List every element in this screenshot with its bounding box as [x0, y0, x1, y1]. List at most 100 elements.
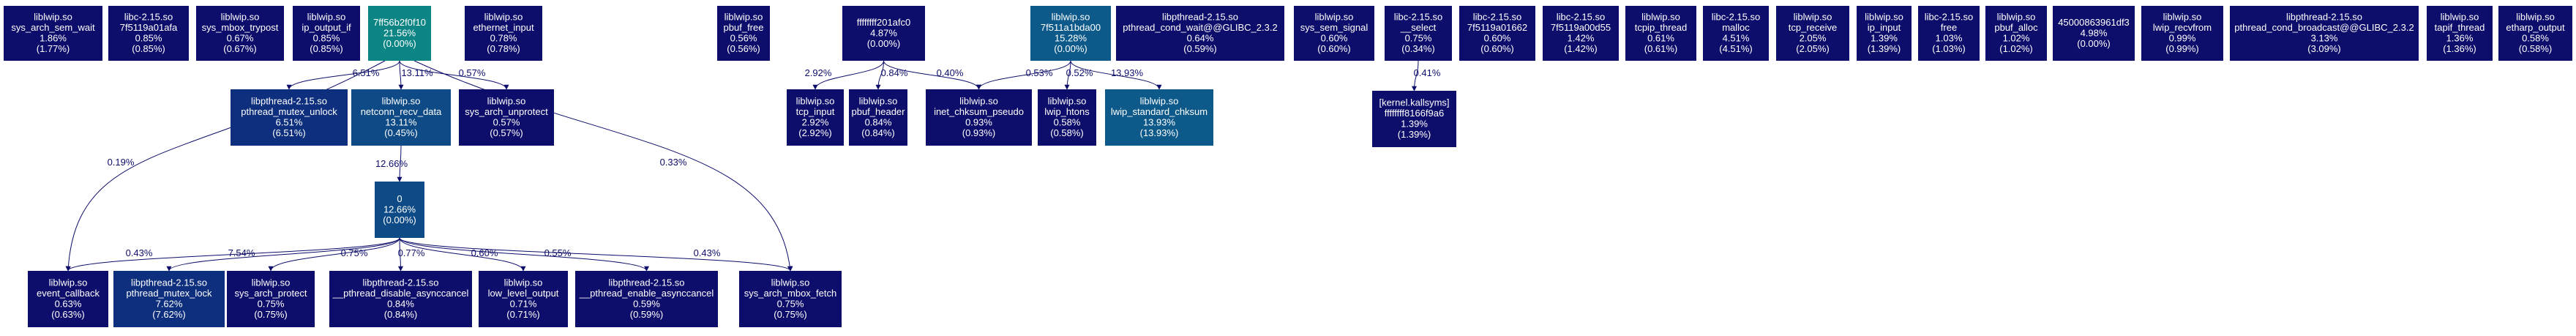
node-label-line: (0.60%)	[1317, 43, 1351, 54]
edge-7ff56b2f0-to-pthread-mutex-unlock: 6.51%	[286, 60, 400, 90]
node-label-line: 13.11%	[385, 117, 417, 128]
edge-label: 0.41%	[1414, 67, 1441, 78]
node-label-line: pbuf_alloc	[1994, 22, 2038, 33]
node-pthread-cond-broadcast: libpthread-2.15.sopthread_cond_broadcast…	[2230, 6, 2419, 61]
node-label-line: liblwip.so	[2441, 12, 2479, 23]
node-label-line: (3.09%)	[2307, 43, 2341, 54]
node-label-line: (1.03%)	[1932, 43, 1966, 54]
edge-line	[65, 237, 400, 272]
node-label-line: (0.85%)	[310, 43, 343, 54]
edge-7ff56b2f0-to-netconn-recv-data: 13.11%	[398, 60, 433, 90]
node-label-line: liblwip.so	[1048, 96, 1087, 107]
edge-line	[976, 60, 1071, 90]
node-kallsyms: [kernel.kallsyms]ffffffff8166f9a61.39%(1…	[1372, 91, 1456, 147]
node-label-line: 7ff56b2f0f10	[373, 17, 426, 28]
node-box	[329, 271, 472, 327]
node-label-line: 0.60%	[1321, 33, 1348, 44]
edge-label: 0.53%	[1026, 67, 1053, 78]
node-label-line: tapif_thread	[2435, 22, 2485, 33]
node-label-line: (0.61%)	[1644, 43, 1678, 54]
node-label-line: 0.60%	[1484, 33, 1511, 44]
node-box	[2427, 6, 2493, 61]
node-label-line: liblwip.so	[1997, 12, 2036, 23]
node-label-line: (0.71%)	[506, 309, 540, 320]
edge-zero-to-pthread-mutex-lock: 7.54%	[166, 237, 400, 272]
node-label-line: (0.58%)	[2519, 43, 2553, 54]
node-label-line: liblwip.so	[487, 96, 526, 107]
node-label-line: pthread_mutex_unlock	[241, 106, 337, 117]
node-box	[465, 6, 542, 61]
edge-line	[1412, 60, 1419, 92]
node-label-line: [kernel.kallsyms]	[1379, 97, 1449, 108]
edge-label: 0.57%	[459, 67, 486, 78]
node-box	[113, 271, 225, 327]
node-label-line: (13.93%)	[1140, 127, 1179, 138]
node-label-line: 7f5119a01662	[1467, 22, 1527, 33]
node-box	[1372, 91, 1456, 147]
node-label-line: ffffffff201afc0	[857, 17, 911, 28]
node-label-line: liblwip.so	[2163, 12, 2202, 23]
edge-7f511a1bda00-to-lwip-standard-chksum: 13.93%	[1070, 60, 1162, 90]
edge-7f511a1bda00-to-lwip-htons: 0.52%	[1064, 60, 1093, 90]
edge-zero-to-sys-arch-mbox-fetch: 0.43%	[399, 237, 793, 272]
edge-ffff201afc0-to-pbuf-header: 0.84%	[875, 60, 908, 90]
node-label-line: 7f511a1bda00	[1041, 22, 1101, 33]
node-label-line: (1.39%)	[1398, 129, 1431, 140]
node-box	[2498, 6, 2572, 61]
node-label-line: (0.67%)	[223, 43, 257, 54]
node-box	[1459, 6, 1535, 61]
node-label-line: libpthread-2.15.so	[362, 277, 438, 288]
node-box	[1985, 6, 2047, 61]
node-label-line: (4.51%)	[1719, 43, 1753, 54]
node-label-line: (0.00%)	[383, 38, 416, 49]
edge-line	[398, 60, 404, 90]
node-label-line: libc-2.15.so	[1557, 12, 1605, 23]
node-label-line: (0.56%)	[727, 43, 760, 54]
edge-zero-to-pthread-disable-asynccancel: 0.77%	[398, 237, 425, 272]
node-label-line: (1.36%)	[2443, 43, 2476, 54]
edge-line	[1070, 60, 1162, 90]
node-label-line: low_level_output	[488, 288, 559, 299]
node-label-line: (0.78%)	[487, 43, 520, 54]
node-box	[1857, 6, 1912, 61]
node-box	[1385, 6, 1452, 61]
node-label-line: libpthread-2.15.so	[1162, 12, 1238, 23]
node-label-line: (0.84%)	[384, 309, 418, 320]
node-box	[842, 6, 925, 61]
node-box	[1030, 6, 1111, 61]
node-label-line: 0.58%	[2522, 33, 2549, 44]
node-box	[108, 6, 189, 61]
node-label-line: 0.85%	[313, 33, 340, 44]
edge-7f511a1bda00-to-inet-chksum-pseudo: 0.53%	[976, 60, 1071, 90]
node-label-line: 0.93%	[965, 117, 992, 128]
node-label-line: ip_input	[1868, 22, 1901, 33]
node-label-line: 0.64%	[1187, 33, 1214, 44]
node-box	[28, 271, 108, 327]
node-label-line: (0.58%)	[1050, 127, 1084, 138]
node-box	[479, 271, 568, 327]
node-label-line: sys_mbox_trypost	[202, 22, 279, 33]
node-label-line: (0.85%)	[132, 43, 165, 54]
node-box	[1294, 6, 1374, 61]
node-label-line: 2.92%	[802, 117, 829, 128]
edge-label: 12.66%	[375, 158, 408, 169]
node-label-line: liblwip.so	[1865, 12, 1903, 23]
node-label-line: 4.51%	[1723, 33, 1750, 44]
node-label-line: (0.59%)	[630, 309, 664, 320]
node-label-line: ethernet_input	[473, 22, 534, 33]
node-label-line: 0.56%	[730, 33, 757, 44]
node-label-line: malloc	[1722, 22, 1750, 33]
node-label-line: pthread_cond_broadcast@@GLIBC_2.3.2	[2234, 22, 2414, 33]
edge-line	[399, 60, 509, 90]
node-box	[1543, 6, 1619, 61]
